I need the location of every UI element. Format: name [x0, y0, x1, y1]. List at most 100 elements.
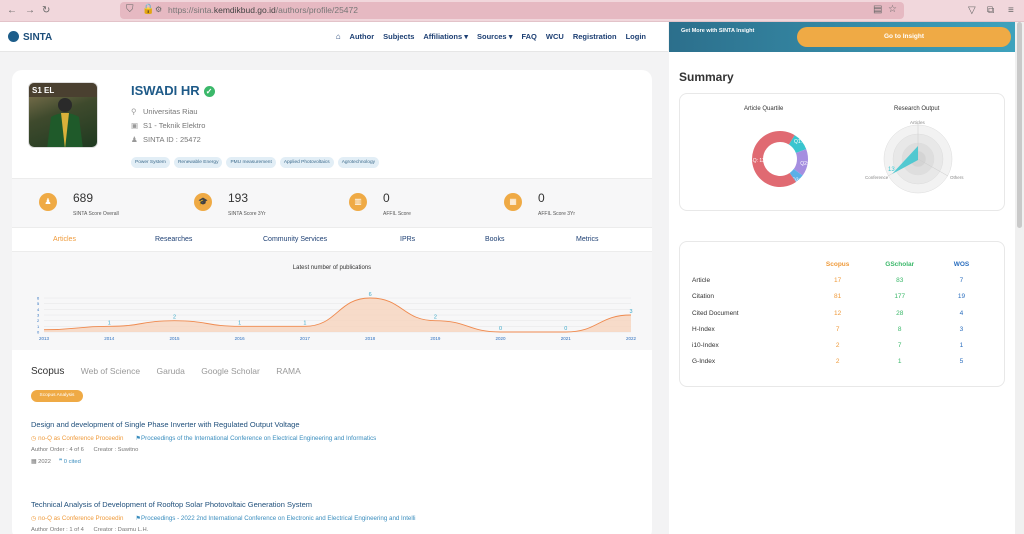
tab-books[interactable]: Books — [485, 236, 505, 243]
y-tick-label: 3 — [37, 313, 40, 318]
tag[interactable]: Applied Photovoltaics — [279, 157, 334, 168]
clock-icon: ◷ — [31, 435, 39, 442]
url-text: https://sinta.kemdikbud.go.id/authors/pr… — [168, 5, 358, 15]
tab-web-of-science[interactable]: Web of Science — [80, 366, 141, 376]
radar-label-articles: Articles — [910, 120, 926, 125]
table-row: H-Index 7 8 3 — [692, 321, 992, 337]
tune-icon[interactable]: ⚙ — [155, 5, 163, 14]
metric-label: Cited Document — [692, 309, 739, 317]
x-tick-label: 2016 — [235, 336, 246, 341]
x-tick-label: 2022 — [626, 336, 637, 341]
nav-sources[interactable]: Sources ▾ — [477, 32, 513, 41]
sinta-logo[interactable]: SINTA — [8, 31, 52, 43]
data-label: 2 — [173, 315, 176, 321]
article-publication[interactable]: ⚑Proceedings of the International Confer… — [135, 435, 377, 442]
publications-chart: Latest number of publications 0 1 2 3 4 5 6 201… — [12, 252, 652, 350]
tab-rama[interactable]: RAMA — [276, 366, 301, 376]
user-id-icon: ♟ — [131, 135, 138, 144]
metric-label: G-Index — [692, 358, 716, 366]
author-name: ISWADI HR ✓ — [131, 83, 215, 98]
reload-icon[interactable]: ↻ — [42, 5, 51, 16]
nav-wcu[interactable]: WCU — [545, 32, 564, 41]
donut-slice[interactable] — [789, 169, 803, 182]
x-tick-label: 2019 — [430, 336, 441, 341]
tag[interactable]: Renewable Energy — [173, 157, 223, 168]
forward-icon[interactable]: → — [25, 5, 35, 16]
research-output-title: Research Output — [894, 106, 940, 112]
tab-metrics[interactable]: Metrics — [576, 236, 599, 243]
menu-icon[interactable]: ≡ — [1008, 5, 1014, 16]
reader-icon[interactable]: ▤ — [873, 4, 883, 15]
donut-slice[interactable] — [752, 131, 796, 187]
bookmark-star-icon[interactable]: ☆ — [888, 4, 897, 15]
tag[interactable]: Power System — [131, 157, 170, 168]
go-to-insight-button[interactable]: Go to Insight — [797, 27, 1011, 47]
lock-icon[interactable]: 🔒 — [142, 4, 155, 15]
table-row: G-Index 2 1 5 — [692, 354, 992, 370]
tab-google-scholar[interactable]: Google Scholar — [201, 366, 260, 376]
extensions-icon[interactable]: ⧉ — [987, 5, 995, 16]
x-tick-label: 2013 — [39, 336, 50, 341]
metric-value: 12 — [834, 309, 842, 317]
header-wos: WOS — [953, 260, 970, 268]
metric-label: i10-Index — [692, 342, 719, 350]
nav-links: ⌂ Author Subjects Affiliations ▾ Sources… — [336, 32, 646, 41]
tag[interactable]: PMU measurement — [226, 157, 276, 168]
metric-value: 7 — [897, 342, 902, 350]
university-link[interactable]: Universitas Riau — [143, 107, 198, 116]
article-type: no-Q as Conference Proceedin — [38, 435, 124, 442]
tag[interactable]: Agrotechnology — [337, 157, 380, 168]
nav-subjects[interactable]: Subjects — [383, 32, 415, 41]
nav-faq[interactable]: FAQ — [521, 32, 537, 41]
article-title[interactable]: Technical Analysis of Development of Roo… — [31, 500, 312, 509]
x-tick-label: 2017 — [300, 336, 311, 341]
back-icon[interactable]: ← — [7, 5, 17, 16]
pocket-icon[interactable]: ▽ — [968, 5, 976, 16]
page-scrollbar[interactable] — [1015, 22, 1024, 534]
nav-login[interactable]: Login — [625, 32, 646, 41]
x-tick-label: 2015 — [169, 336, 180, 341]
x-tick-label: 2018 — [365, 336, 376, 341]
radar-area — [892, 146, 918, 174]
metric-value: 1 — [897, 358, 902, 366]
cited-link[interactable]: ❞ 0 cited — [59, 459, 81, 465]
metric-value: 7 — [959, 276, 964, 284]
tab-community-services[interactable]: Community Services — [263, 236, 328, 243]
donut-slice[interactable] — [793, 149, 808, 176]
radar-label-others: Others — [950, 175, 964, 180]
shield-icon[interactable]: ⛉ — [126, 4, 134, 15]
nav-affiliations[interactable]: Affiliations ▾ — [423, 32, 468, 41]
creator: Creator : Suwitno — [93, 447, 139, 453]
tab-articles[interactable]: Articles — [53, 236, 76, 243]
department-link[interactable]: S1 - Teknik Elektro — [143, 121, 206, 130]
data-label: 3 — [630, 309, 633, 315]
home-icon[interactable]: ⌂ — [335, 32, 341, 41]
donut-label: Q3: 1 — [792, 177, 804, 183]
insight-text: Get More with SINTA Insight — [681, 28, 755, 34]
book-icon: ▥ — [349, 193, 367, 211]
tab-researches[interactable]: Researches — [155, 236, 193, 243]
x-tick-label: 2014 — [104, 336, 115, 341]
article-publication[interactable]: ⚑Proceedings - 2022 2nd International Co… — [135, 515, 416, 522]
nav-registration[interactable]: Registration — [572, 32, 617, 41]
metrics-card: Scopus GScholar WOS Article 17 83 7 Citation… — [679, 241, 1005, 387]
radar-label-conference: Conference — [865, 175, 889, 180]
scopus-analysis-button[interactable]: Scopus Analysis — [31, 390, 83, 402]
tag-icon: ⚑ — [135, 435, 141, 442]
department-row: ▣ S1 - Teknik Elektro — [131, 121, 205, 130]
tab-iprs[interactable]: IPRs — [400, 236, 416, 243]
article-title[interactable]: Design and development of Single Phase I… — [31, 420, 300, 429]
address-bar[interactable]: ⛉ 🔒 ⚙ https://sinta.kemdikbud.go.id/auth… — [120, 2, 904, 19]
tab-scopus[interactable]: Scopus — [31, 366, 65, 377]
tab-garuda[interactable]: Garuda — [156, 366, 185, 376]
nav-author[interactable]: Author — [349, 32, 375, 41]
data-label: 1 — [303, 320, 306, 326]
donut-slice[interactable] — [788, 135, 807, 154]
table-row: Citation 81 177 19 — [692, 289, 992, 305]
metric-value: 28 — [896, 309, 904, 317]
metric-label: Citation — [692, 293, 715, 301]
x-tick-label: 2021 — [561, 336, 572, 341]
y-tick-label: 4 — [37, 307, 40, 312]
donut-label: Q2: 3 — [800, 161, 812, 167]
